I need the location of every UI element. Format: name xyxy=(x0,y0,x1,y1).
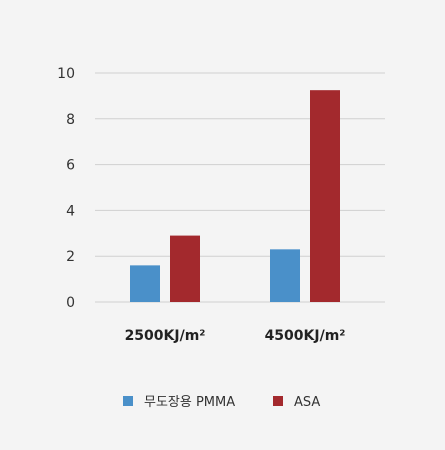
y-tick-label: 8 xyxy=(66,112,75,128)
bars xyxy=(130,90,340,302)
legend-swatch xyxy=(273,396,283,406)
legend-label: ASA xyxy=(294,395,320,410)
y-tick-label: 4 xyxy=(66,203,75,219)
legend-item: ASA xyxy=(273,395,320,410)
legend-label: 무도장용 PMMA xyxy=(144,395,235,410)
bar-pmma-1 xyxy=(130,265,160,302)
y-tick-label: 10 xyxy=(57,66,75,82)
bar-asa-2 xyxy=(310,90,340,302)
bar-pmma-2 xyxy=(270,249,300,302)
x-tick-label: 4500KJ/m² xyxy=(265,328,346,344)
x-axis-labels: 2500KJ/m² 4500KJ/m² xyxy=(125,328,346,344)
legend-item: 무도장용 PMMA xyxy=(123,395,235,410)
y-axis-ticks: 0 2 4 6 8 10 xyxy=(57,66,75,311)
legend: 무도장용 PMMA ASA xyxy=(123,395,320,410)
bar-asa-1 xyxy=(170,235,200,302)
y-tick-label: 2 xyxy=(66,249,75,265)
y-tick-label: 6 xyxy=(66,158,75,174)
x-tick-label: 2500KJ/m² xyxy=(125,328,206,344)
legend-swatch xyxy=(123,396,133,406)
y-tick-label: 0 xyxy=(66,295,75,311)
